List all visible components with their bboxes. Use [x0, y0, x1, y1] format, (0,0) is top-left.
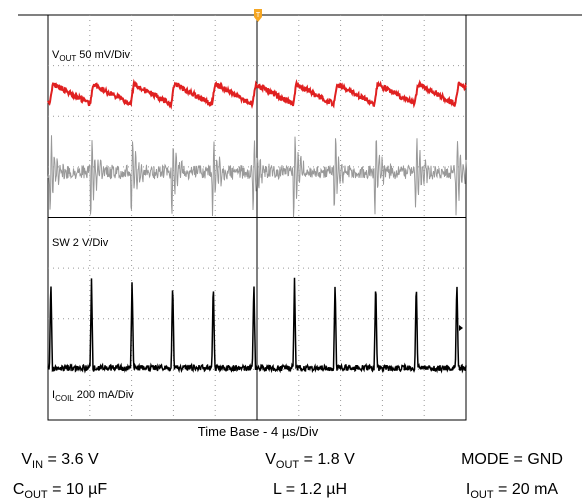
condition-rest: = 20 mA	[494, 481, 559, 498]
waveforms	[47, 78, 467, 374]
condition-rest: = 1.8 V	[299, 451, 355, 468]
condition: MODE = GND	[461, 451, 563, 468]
condition: L = 1.2 µH	[273, 481, 347, 498]
condition-sub: IN	[32, 459, 43, 471]
condition: IOUT = 20 mA	[466, 481, 558, 501]
trigger-marker	[254, 9, 262, 22]
condition-symbol: V	[265, 451, 276, 468]
condition-sub: OUT	[470, 489, 494, 501]
condition-symbol: I	[466, 481, 470, 498]
condition-sub: OUT	[276, 459, 300, 471]
condition: VIN = 3.6 V	[21, 451, 99, 471]
condition: VOUT = 1.8 V	[265, 451, 355, 471]
condition-symbol: V	[21, 451, 32, 468]
vout-trace	[47, 78, 467, 110]
trace-label: ICOIL 200 mA/Div	[52, 389, 134, 403]
condition-rest: = 3.6 V	[43, 451, 99, 468]
level-marker	[459, 325, 463, 331]
trace-label: VOUT 50 mV/Div	[52, 49, 131, 63]
condition-symbol: C	[13, 481, 25, 498]
icoil-trace	[47, 277, 467, 374]
caption: Time Base - 4 µs/Div	[198, 424, 319, 439]
condition-sub: OUT	[24, 489, 48, 501]
trace-label: SW 2 V/Div	[52, 237, 109, 249]
trigger-letter: T	[256, 12, 261, 19]
condition-symbol: L = 1.2 µH	[273, 481, 347, 498]
condition-symbol: MODE = GND	[461, 451, 563, 468]
sw-trace	[47, 135, 467, 218]
grid	[48, 15, 466, 420]
condition: COUT = 10 µF	[13, 481, 107, 501]
condition-rest: = 10 µF	[48, 481, 108, 498]
